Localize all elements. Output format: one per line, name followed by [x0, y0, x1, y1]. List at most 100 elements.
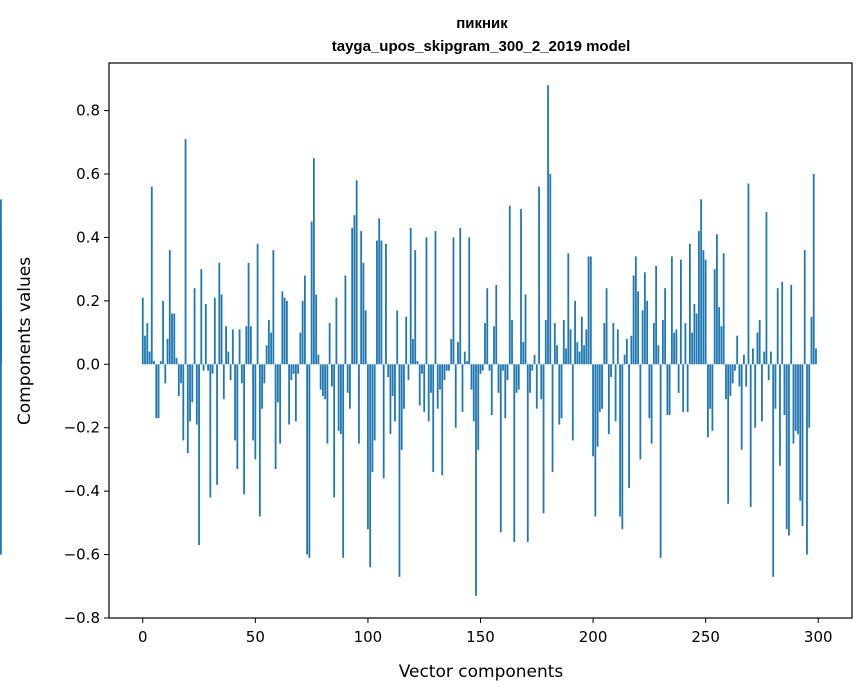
- bar-component-180: [547, 85, 549, 365]
- bar-component-83: [328, 323, 331, 365]
- bar-component-160: [502, 364, 504, 371]
- bar-component-24: [195, 364, 198, 425]
- bar-component-161: [504, 364, 507, 419]
- bar-component-244: [691, 332, 694, 365]
- bar-component-178: [542, 364, 545, 514]
- x-tick-label: 50: [246, 628, 265, 646]
- x-tick-label: 0: [138, 628, 148, 646]
- bar-component-146: [470, 364, 473, 390]
- bar-component-145: [468, 237, 471, 365]
- bar-component-242: [686, 364, 689, 412]
- bar-component-197: [585, 329, 588, 365]
- bar-component-251: [707, 364, 709, 438]
- bar-component-218: [632, 275, 635, 365]
- x-tick-label: 150: [466, 628, 495, 646]
- bar-component-194: [578, 351, 581, 365]
- bar-component-137: [450, 338, 453, 365]
- bar-component-282: [776, 288, 779, 365]
- bar-component-264: [736, 335, 739, 365]
- bar-component-120: [412, 338, 414, 365]
- y-tick-label: 0.8: [76, 102, 100, 120]
- bar-component-140: [457, 342, 459, 365]
- bar-component-255: [716, 234, 718, 365]
- y-tick-label: −0.2: [64, 419, 100, 437]
- bar-component-38: [227, 351, 230, 365]
- bar-component-135: [445, 364, 448, 371]
- bar-component-207: [607, 364, 610, 435]
- bar-component-58: [272, 250, 275, 365]
- bar-component-267: [743, 354, 745, 365]
- bar-component-208: [610, 364, 612, 377]
- bar-component-158: [497, 364, 500, 393]
- bar-component-186: [560, 364, 563, 419]
- bar-component-193: [576, 342, 579, 365]
- bar-component-214: [623, 354, 626, 365]
- bar-component-239: [679, 259, 682, 365]
- bar-component-191: [571, 364, 574, 441]
- bar-component-28: [204, 304, 207, 365]
- bar-component-273: [756, 332, 759, 365]
- bar-component-182: [551, 364, 554, 473]
- bar-component-179: [544, 319, 547, 365]
- bar-component-263: [734, 364, 736, 371]
- bar-component-299: [815, 348, 817, 365]
- bar-component-55: [265, 345, 268, 365]
- bar-component-227: [652, 323, 655, 365]
- bar-component-115: [400, 364, 403, 450]
- bar-component-276: [763, 351, 766, 365]
- bar-component-195: [580, 316, 583, 365]
- bar-component-59: [274, 364, 277, 469]
- bar-component-110: [389, 364, 392, 435]
- bar-component-189: [567, 253, 570, 365]
- bar-component-128: [430, 364, 432, 393]
- bar-component-18: [182, 364, 185, 441]
- bar-component-229: [657, 345, 660, 365]
- bar-component-249: [702, 250, 705, 365]
- bar-component-3: [148, 351, 151, 365]
- bar-component-2: [146, 323, 149, 365]
- bar-component-98: [362, 262, 365, 365]
- bar-component-7: [157, 364, 160, 419]
- bar-component-147: [472, 364, 475, 422]
- bar-component-209: [612, 323, 615, 365]
- bar-component-230: [659, 364, 662, 558]
- bar-component-268: [745, 364, 748, 387]
- bar-component-76: [312, 158, 315, 365]
- bar-component-212: [619, 364, 621, 517]
- bar-component-54: [263, 364, 266, 384]
- bar-component-130: [434, 231, 437, 365]
- bar-component-9: [162, 300, 164, 365]
- bar-component-100: [367, 364, 369, 530]
- bar-component-198: [587, 256, 590, 365]
- bar-component-219: [634, 256, 637, 365]
- bar-component-133: [441, 364, 444, 476]
- bar-component-113: [396, 310, 399, 365]
- bar-component-25: [198, 364, 200, 546]
- bar-component-172: [529, 364, 531, 393]
- bar-component-31: [211, 364, 214, 374]
- bar-component-37: [225, 326, 227, 365]
- bar-component-34: [218, 262, 221, 365]
- y-tick-label: −0.6: [64, 546, 100, 564]
- bar-component-134: [443, 364, 446, 381]
- bar-component-65: [288, 364, 291, 425]
- bar-component-240: [682, 364, 685, 412]
- y-axis-label: Components values: [15, 257, 35, 425]
- bar-component-84: [331, 364, 333, 387]
- bar-component-243: [688, 243, 691, 365]
- bar-component-119: [409, 227, 412, 365]
- bar-component-215: [625, 338, 628, 365]
- bar-component-77: [315, 294, 318, 365]
- bar-component-32: [213, 297, 216, 365]
- bar-component-269: [747, 183, 750, 365]
- bar-component-125: [423, 364, 426, 412]
- bar-component-66: [290, 364, 293, 381]
- bar-component-75: [310, 221, 313, 365]
- bar-component-261: [729, 364, 732, 396]
- bar-component-132: [439, 364, 441, 390]
- bar-component-10: [164, 364, 167, 384]
- bar-component-266: [740, 364, 743, 450]
- bar-component-142: [461, 364, 464, 412]
- bar-component-262: [731, 364, 734, 384]
- bar-component-283: [779, 364, 781, 466]
